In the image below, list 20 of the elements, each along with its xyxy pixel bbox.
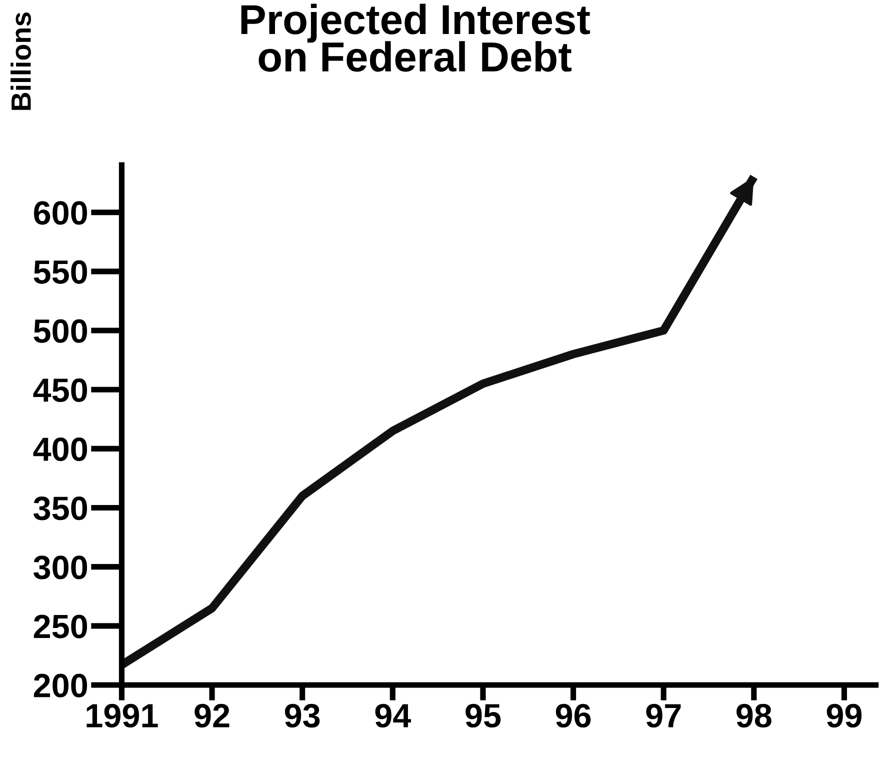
y-tick-label: 400 bbox=[33, 437, 88, 462]
x-tick-label: 97 bbox=[646, 704, 681, 728]
y-tick-label: 350 bbox=[34, 496, 88, 520]
y-tick-label: 250 bbox=[34, 614, 88, 638]
y-tick-label: 600 bbox=[34, 201, 88, 225]
y-tick-label: 450 bbox=[33, 378, 88, 402]
x-tick-label: 93 bbox=[284, 704, 320, 728]
y-axis-title: Billions bbox=[10, 12, 31, 110]
y-tick-label: 300 bbox=[34, 556, 88, 580]
x-tick-label: 98 bbox=[736, 704, 772, 728]
y-tick-label: 500 bbox=[34, 319, 88, 343]
x-tick-label: 94 bbox=[375, 704, 412, 728]
y-tick-label: 200 bbox=[34, 674, 88, 698]
x-tick-label: 92 bbox=[194, 704, 230, 728]
x-tick-label: 95 bbox=[466, 704, 501, 728]
x-tick-label: 99 bbox=[826, 704, 862, 728]
x-tick-label: 1991 bbox=[86, 704, 158, 728]
chart-title: Projected Interest on Federal Debt bbox=[241, 4, 590, 72]
x-tick-label: 96 bbox=[556, 704, 591, 728]
y-tick-label: 550 bbox=[34, 260, 88, 284]
